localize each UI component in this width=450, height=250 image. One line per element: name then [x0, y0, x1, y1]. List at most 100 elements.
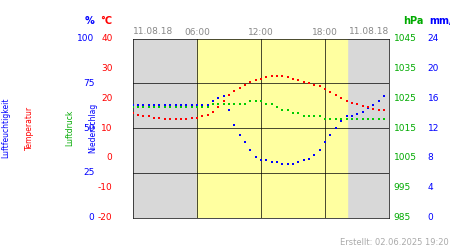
Point: [338, 117, 345, 121]
Point: [316, 148, 324, 152]
Text: 1045: 1045: [394, 34, 417, 43]
Point: [295, 78, 302, 82]
Point: [300, 158, 307, 162]
Text: 0: 0: [107, 154, 112, 162]
Point: [359, 110, 366, 114]
Point: [284, 76, 291, 80]
Point: [359, 104, 366, 108]
Point: [188, 103, 195, 107]
Point: [321, 140, 328, 144]
Point: [364, 105, 372, 109]
Point: [220, 102, 227, 106]
Point: [268, 160, 275, 164]
Text: Luftfeuchtigkeit: Luftfeuchtigkeit: [1, 98, 10, 158]
Point: [274, 160, 281, 164]
Text: 24: 24: [428, 34, 439, 43]
Point: [215, 102, 222, 106]
Point: [268, 102, 275, 106]
Point: [215, 105, 222, 109]
Point: [359, 117, 366, 121]
Point: [375, 99, 382, 103]
Point: [257, 158, 265, 162]
Point: [311, 83, 318, 87]
Point: [354, 102, 361, 106]
Point: [332, 126, 339, 130]
Point: [194, 103, 201, 107]
Point: [247, 148, 254, 152]
Point: [375, 117, 382, 121]
Text: %: %: [85, 16, 94, 26]
Point: [263, 102, 270, 106]
Point: [279, 74, 286, 78]
Point: [380, 108, 387, 112]
Text: 12: 12: [428, 124, 439, 132]
Point: [161, 105, 168, 109]
Point: [241, 83, 248, 87]
Point: [274, 105, 281, 109]
Point: [156, 103, 163, 107]
Point: [252, 99, 259, 103]
Point: [284, 162, 291, 166]
Point: [311, 153, 318, 157]
Text: 75: 75: [83, 79, 94, 88]
Point: [236, 133, 243, 137]
Text: Niederschlag: Niederschlag: [88, 103, 97, 153]
Point: [129, 111, 136, 115]
Point: [252, 155, 259, 159]
Text: Temperatur: Temperatur: [25, 106, 34, 150]
Point: [140, 105, 147, 109]
Point: [257, 99, 265, 103]
Point: [161, 103, 168, 107]
Point: [327, 117, 334, 121]
Point: [306, 156, 313, 160]
Point: [220, 94, 227, 98]
Point: [209, 110, 216, 114]
Point: [369, 107, 377, 111]
Point: [172, 103, 179, 107]
Point: [204, 105, 211, 109]
Point: [198, 103, 206, 107]
Text: Luftdruck: Luftdruck: [65, 110, 74, 146]
Text: 1015: 1015: [394, 124, 417, 132]
Text: 11.08.18: 11.08.18: [133, 27, 173, 36]
Point: [161, 117, 168, 121]
Text: 40: 40: [101, 34, 112, 43]
Point: [198, 114, 206, 118]
Point: [284, 108, 291, 112]
Point: [177, 117, 184, 121]
Point: [145, 103, 153, 107]
Point: [289, 77, 297, 81]
Point: [204, 103, 211, 107]
Point: [220, 99, 227, 103]
Point: [209, 102, 216, 106]
Bar: [197, 39, 346, 218]
Point: [225, 108, 233, 112]
Point: [289, 111, 297, 115]
Point: [257, 77, 265, 81]
Point: [252, 78, 259, 82]
Point: [247, 99, 254, 103]
Text: 20: 20: [101, 94, 112, 103]
Point: [306, 82, 313, 86]
Point: [166, 105, 174, 109]
Point: [348, 114, 356, 117]
Text: 25: 25: [83, 168, 94, 177]
Point: [348, 101, 356, 105]
Text: 100: 100: [77, 34, 94, 43]
Point: [140, 114, 147, 118]
Point: [231, 122, 238, 126]
Point: [295, 160, 302, 164]
Point: [150, 105, 158, 109]
Point: [380, 117, 387, 121]
Point: [204, 113, 211, 117]
Point: [321, 88, 328, 92]
Point: [263, 76, 270, 80]
Text: 50: 50: [83, 124, 94, 132]
Point: [177, 103, 184, 107]
Point: [343, 117, 350, 121]
Point: [172, 117, 179, 121]
Point: [236, 86, 243, 90]
Point: [279, 162, 286, 166]
Point: [316, 114, 324, 118]
Point: [364, 117, 372, 121]
